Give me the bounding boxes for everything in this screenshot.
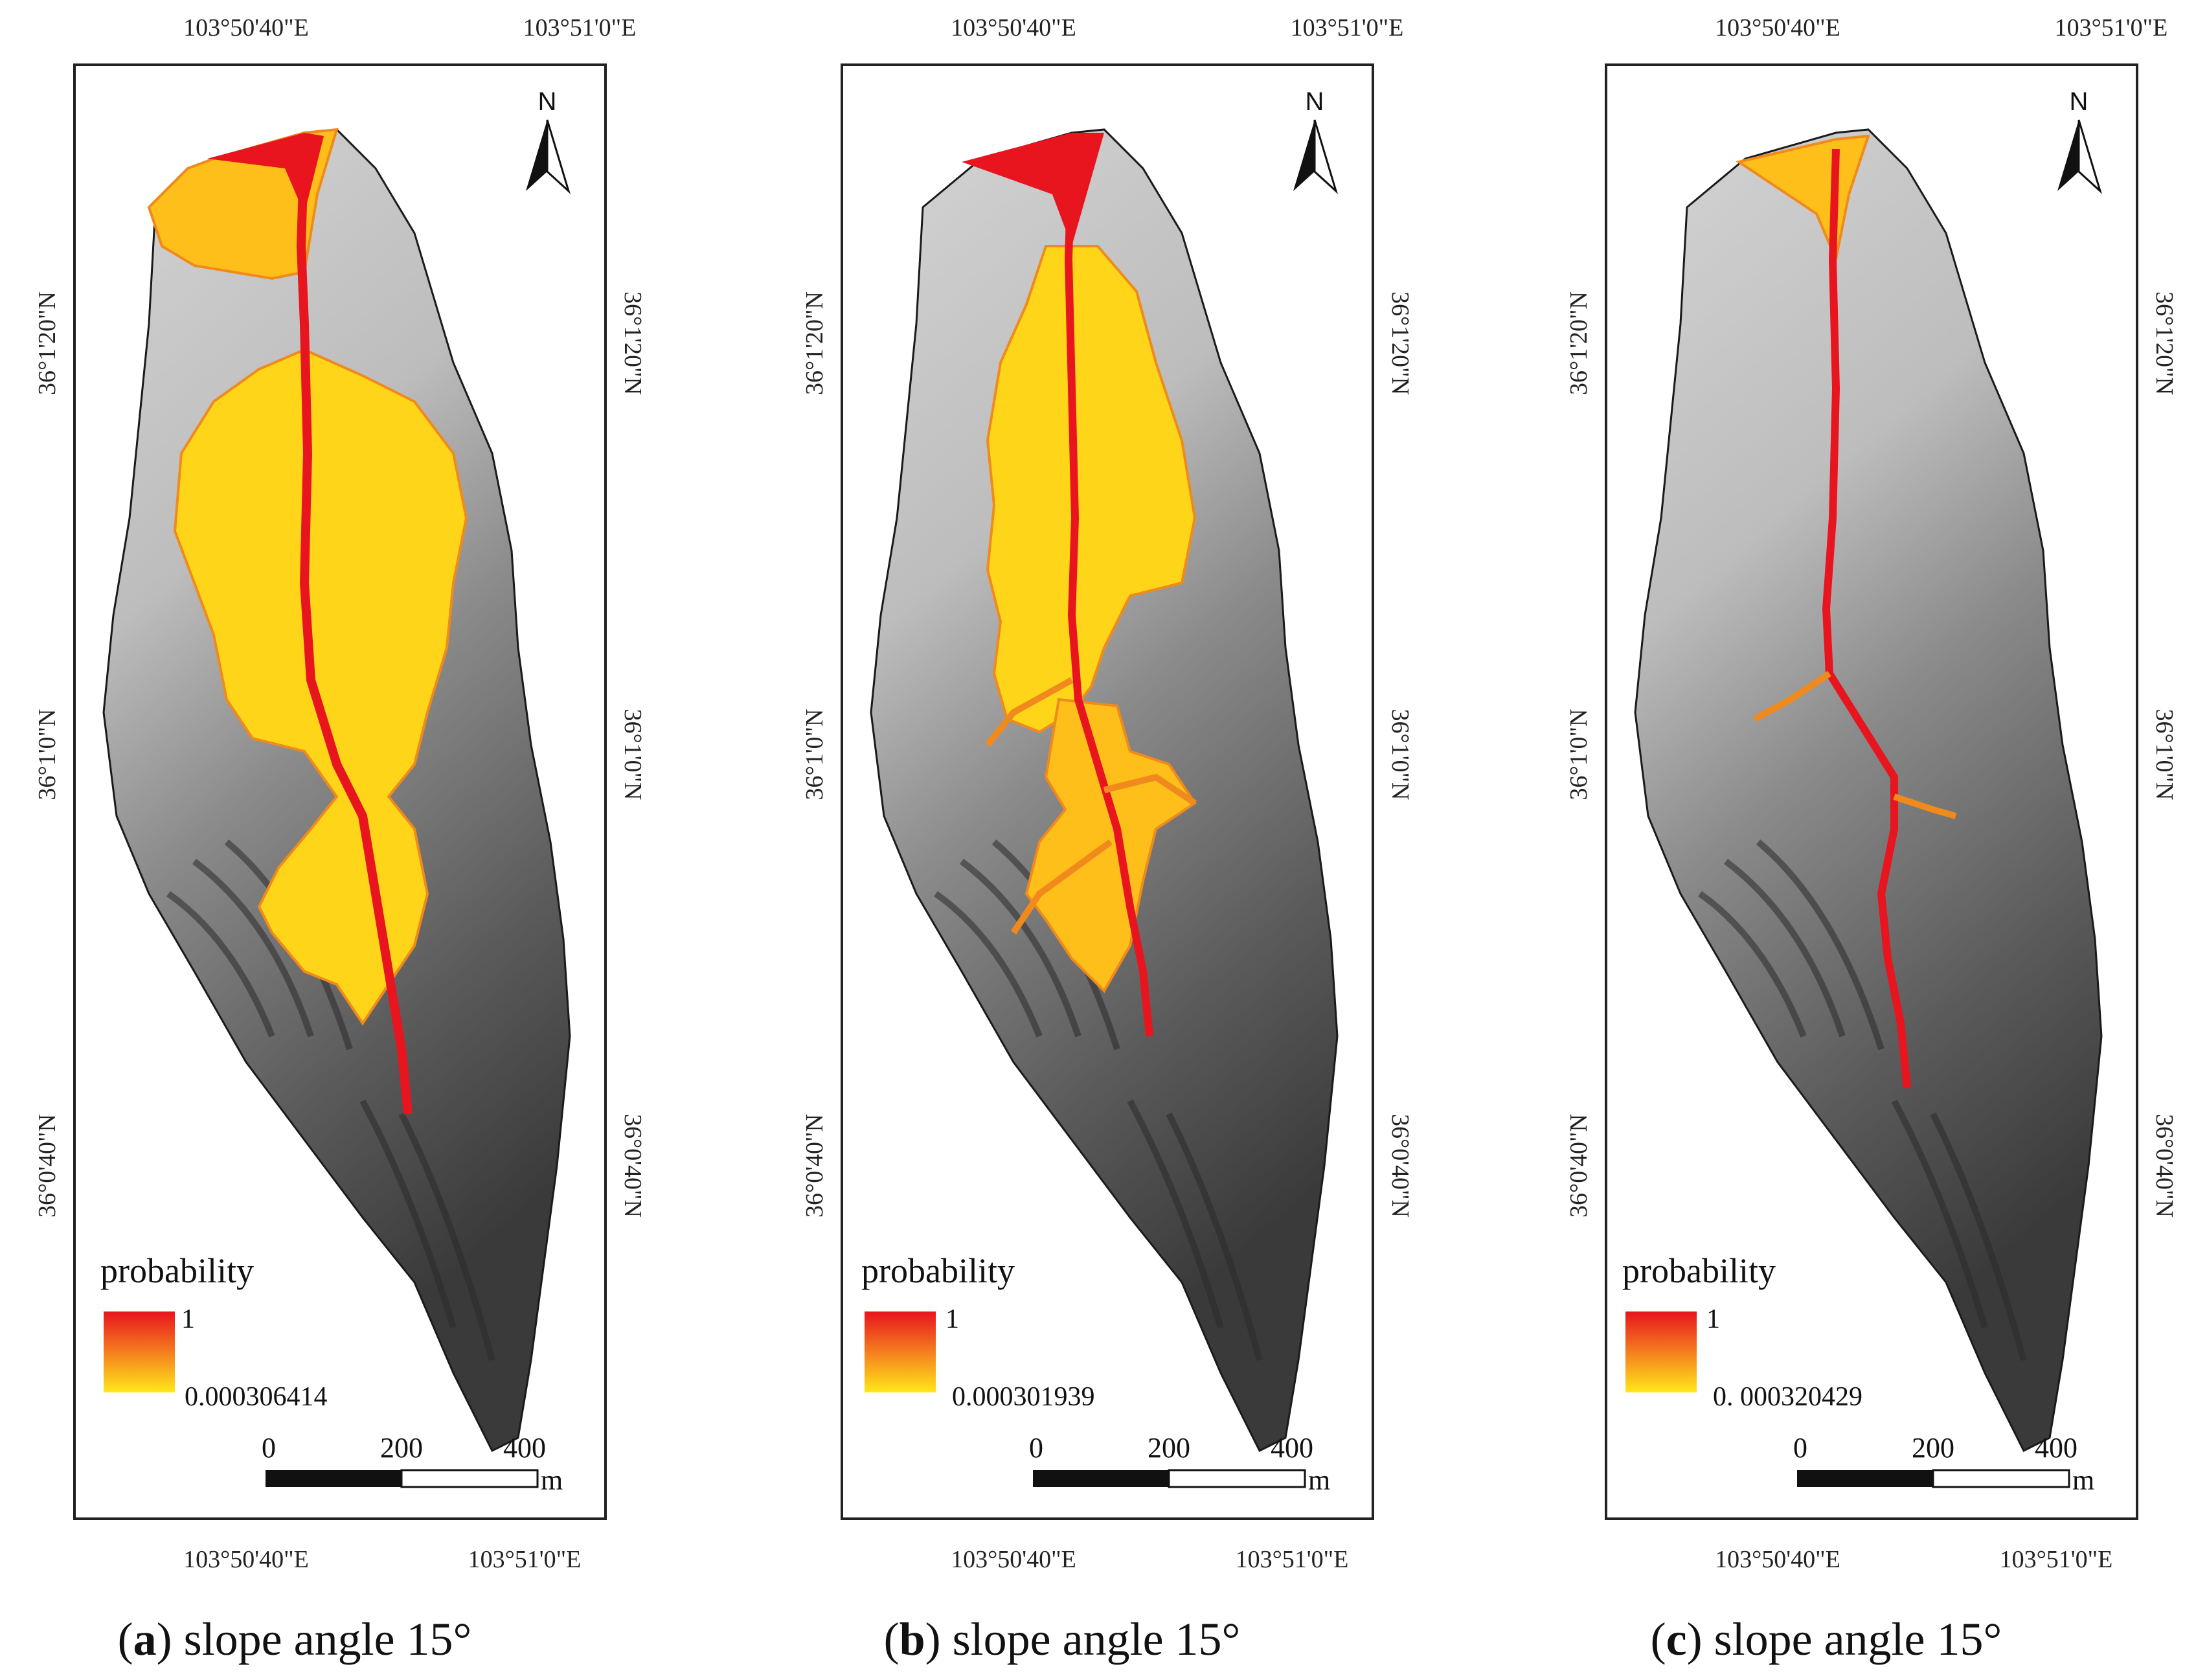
flow-channel: [1065, 148, 1153, 1037]
scale-unit: m: [2072, 1464, 2094, 1496]
panel-caption-text: slope angle 15°: [953, 1613, 1241, 1665]
lat-right-bottom: 36°0'40"N: [619, 1114, 646, 1218]
north-arrow: N: [1293, 87, 1338, 194]
lat-right-top: 36°1'20"N: [619, 291, 646, 395]
lat-left-bottom: 36°0'40"N: [34, 1114, 61, 1218]
north-arrow: N: [526, 87, 571, 194]
panel-letter: c: [1666, 1613, 1687, 1665]
panel-caption: (a) slope angle 15°: [118, 1613, 472, 1665]
lon-bottom-right: 103°51'0"E: [468, 1546, 582, 1573]
scale-unit: m: [541, 1464, 563, 1496]
legend-max: 1: [1706, 1304, 1720, 1334]
lat-left-top: 36°1'20"N: [1565, 291, 1592, 395]
lat-left-mid: 36°1'0"N: [34, 709, 61, 800]
lat-right-mid: 36°1'0"N: [619, 709, 646, 800]
terrain-region: [1634, 128, 2103, 1453]
flow-branch: [1753, 670, 1957, 819]
scale-label-0: 0: [1793, 1432, 1807, 1464]
scale-unit: m: [1308, 1464, 1330, 1496]
lon-top-left: 103°50'40"E: [1715, 14, 1840, 41]
lat-right-top: 36°1'20"N: [1386, 291, 1414, 395]
lat-left-bottom: 36°0'40"N: [801, 1114, 828, 1218]
legend-min: 0.000306414: [185, 1382, 328, 1412]
panel-caption: (b) slope angle 15°: [884, 1613, 1241, 1665]
scale-label-0: 0: [262, 1432, 276, 1464]
lat-right-top: 36°1'20"N: [2151, 291, 2178, 395]
north-label: N: [1306, 87, 1324, 116]
scale-label-200: 200: [1912, 1432, 1954, 1464]
legend-min: 0. 000320429: [1713, 1382, 1862, 1412]
lon-top-left: 103°50'40"E: [183, 14, 309, 41]
lon-bottom-right: 103°51'0"E: [1236, 1546, 1349, 1573]
scale-label-400: 400: [1271, 1432, 1313, 1464]
lat-left-top: 36°1'20"N: [34, 291, 61, 395]
north-label: N: [538, 87, 557, 116]
source-peak: [207, 133, 324, 214]
panel-b: N 103°50'40"E 103°51'0"E 103°50'40"E 103…: [801, 14, 1414, 1665]
legend-colorbar: [104, 1311, 175, 1392]
lon-bottom-left: 103°50'40"E: [183, 1546, 309, 1573]
flow-channel: [297, 142, 413, 1115]
lat-left-bottom: 36°0'40"N: [1565, 1114, 1592, 1218]
legend-colorbar: [865, 1311, 936, 1392]
north-arrow: N: [2057, 87, 2102, 194]
lon-top-right: 103°51'0"E: [1291, 14, 1404, 41]
lon-top-right: 103°51'0"E: [523, 14, 637, 41]
scale-label-200: 200: [380, 1432, 423, 1464]
flow-branch: [985, 677, 1197, 935]
legend-title: probability: [861, 1251, 1015, 1290]
lon-bottom-left: 103°50'40"E: [1715, 1546, 1840, 1573]
flow-zone: [173, 348, 468, 1026]
north-arrow-icon: [526, 120, 547, 191]
panel-caption: (c) slope angle 15°: [1651, 1613, 2002, 1665]
scale-label-0: 0: [1029, 1432, 1043, 1464]
terrain-ridges: [1698, 839, 2027, 1361]
scale-label-400: 400: [2035, 1432, 2077, 1464]
north-label: N: [2070, 87, 2088, 116]
north-arrow-icon: [1293, 120, 1315, 191]
map-frame: [1605, 63, 2138, 1520]
panel-caption-text: slope angle 15°: [184, 1613, 472, 1665]
lat-right-bottom: 36°0'40"N: [2151, 1114, 2178, 1218]
lat-left-mid: 36°1'0"N: [801, 709, 828, 800]
panel-a: N 103°50'40"E 103°51'0"E 103°50'40"E 103…: [34, 14, 646, 1665]
legend-min: 0.000301939: [952, 1382, 1095, 1412]
lat-right-mid: 36°1'0"N: [1386, 709, 1414, 800]
lat-left-mid: 36°1'0"N: [1565, 709, 1592, 800]
legend-max: 1: [945, 1304, 959, 1334]
lat-left-top: 36°1'20"N: [801, 291, 828, 395]
scale-label-400: 400: [503, 1432, 546, 1464]
map-frame: [841, 63, 1374, 1520]
scale-label-200: 200: [1148, 1432, 1190, 1464]
scale-bar: 0 200 400 m: [1793, 1432, 2094, 1496]
panel-letter: a: [133, 1613, 157, 1665]
lat-right-mid: 36°1'0"N: [2151, 709, 2178, 800]
north-arrow-icon: [2057, 120, 2079, 191]
panel-caption-text: slope angle 15°: [1714, 1613, 2002, 1665]
flow-channel: [1822, 148, 1911, 1089]
map-frame: [73, 63, 607, 1520]
legend-title: probability: [100, 1251, 254, 1290]
panel-c: N 103°50'40"E 103°51'0"E 103°50'40"E 103…: [1565, 14, 2178, 1665]
lat-right-bottom: 36°0'40"N: [1386, 1114, 1414, 1218]
lon-top-right: 103°51'0"E: [2055, 14, 2168, 41]
legend-max: 1: [181, 1304, 195, 1334]
lon-bottom-right: 103°51'0"E: [2000, 1546, 2113, 1573]
panel-letter: b: [900, 1613, 925, 1665]
lon-top-left: 103°50'40"E: [951, 14, 1076, 41]
lon-bottom-left: 103°50'40"E: [951, 1546, 1076, 1573]
legend-title: probability: [1622, 1251, 1776, 1290]
scale-bar: 0 200 400 m: [1029, 1432, 1330, 1496]
scale-bar: 0 200 400 m: [262, 1432, 563, 1496]
legend-colorbar: [1625, 1311, 1697, 1392]
